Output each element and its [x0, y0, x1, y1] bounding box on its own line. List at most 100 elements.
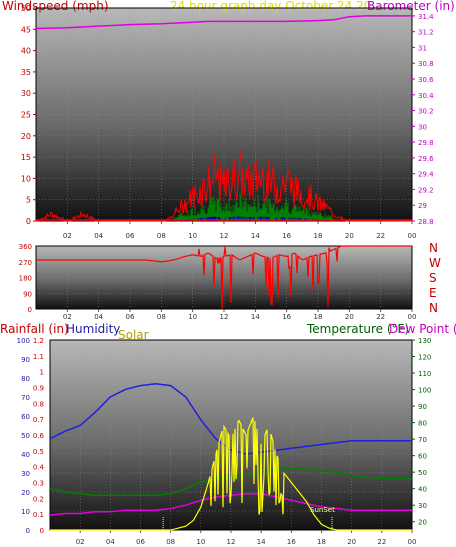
humidity-ytick-label: 20 — [21, 489, 30, 497]
temp-ytick-label: 70 — [418, 436, 427, 444]
rain-ytick-label: 0.7 — [33, 416, 44, 424]
sunset-label: SunSet — [310, 506, 335, 514]
rain-ytick-label: 0.8 — [33, 400, 44, 408]
dir-ytick-label: 360 — [19, 243, 32, 251]
humidity-ytick-label: 10 — [21, 508, 30, 516]
baro-ytick-label: 30.6 — [418, 76, 434, 84]
humidity-ytick-label: 0 — [26, 527, 30, 535]
dir-xtick-label: 18 — [314, 313, 323, 321]
bottom-xtick-label: 00 — [408, 538, 417, 546]
temp-ytick-label: 20 — [418, 519, 427, 527]
temp-ytick-label: 90 — [418, 403, 427, 411]
humidity-ytick-label: 80 — [21, 375, 30, 383]
bottom-xtick-label: 20 — [347, 538, 356, 546]
temp-ytick-label: 60 — [418, 453, 427, 461]
humidity-ytick-label: 40 — [21, 451, 30, 459]
rain-ytick-label: 0.9 — [33, 385, 44, 393]
bottom-xtick-label: 12 — [227, 538, 236, 546]
baro-ytick-label: 30.4 — [418, 92, 434, 100]
rain-ytick-label: 1.1 — [33, 353, 44, 361]
bottom-xtick-label: 10 — [196, 538, 205, 546]
temp-ytick-label: 40 — [418, 486, 427, 494]
rain-ytick-label: 1.2 — [33, 337, 44, 345]
barometer-title: Barometer (in) — [367, 0, 455, 13]
rain-ytick-label: 0 — [40, 527, 44, 535]
dir-xtick-label: 04 — [94, 313, 103, 321]
rain-ytick-label: 0.3 — [33, 480, 44, 488]
wind-panel-bg — [36, 8, 412, 221]
dir-ytick-label: 90 — [23, 290, 32, 298]
wind-ytick-label: 25 — [21, 111, 31, 120]
dir-xtick-label: 14 — [251, 313, 260, 321]
wind-xtick-label: 04 — [94, 232, 103, 240]
bottom-xtick-label: 18 — [317, 538, 326, 546]
rain-ytick-label: 0.6 — [33, 432, 45, 440]
baro-ytick-label: 30.8 — [418, 60, 434, 68]
temp-ytick-label: 120 — [418, 354, 431, 362]
wind-xtick-label: 02 — [63, 232, 72, 240]
baro-ytick-label: 31.4 — [418, 13, 434, 21]
dir-xtick-label: 16 — [282, 313, 291, 321]
wind-ytick-label: 35 — [21, 68, 31, 77]
baro-ytick-label: 29.2 — [418, 186, 434, 194]
wind-xtick-label: 16 — [282, 232, 291, 240]
dir-xtick-label: 08 — [157, 313, 166, 321]
rain-ytick-label: 0.4 — [33, 464, 45, 472]
dir-xtick-label: 06 — [126, 313, 135, 321]
rain-ytick-label: 0.2 — [33, 495, 44, 503]
baro-ytick-label: 29.4 — [418, 171, 434, 179]
wind-xtick-label: 22 — [376, 232, 385, 240]
wind-xtick-label: 20 — [345, 232, 354, 240]
direction-letter: E — [429, 286, 437, 300]
barometer-series — [35, 15, 412, 30]
humidity-ytick-label: 60 — [21, 413, 30, 421]
humidityseries — [49, 382, 412, 455]
humidity-ytick-label: 90 — [21, 356, 30, 364]
rain-ytick-label: 0.1 — [33, 511, 44, 519]
wind-xtick-label: 00 — [408, 232, 417, 240]
solar-series — [50, 417, 412, 531]
wind-ytick-label: 45 — [21, 25, 31, 34]
wind-title: Windspeed (mph) — [2, 0, 109, 13]
dir-xtick-label: 00 — [408, 313, 417, 321]
baro-ytick-label: 31.2 — [418, 29, 434, 37]
dewpoint-title: Dew Point ( — [389, 322, 456, 336]
direction-letter: S — [429, 271, 437, 285]
rain-ytick-label: 0.5 — [33, 448, 44, 456]
windspeed-series — [36, 150, 412, 222]
dir-ytick-label: 180 — [19, 275, 32, 283]
baro-ytick-label: 31 — [418, 44, 427, 52]
dir-xtick-label: 12 — [220, 313, 229, 321]
wind-ytick-label: 5 — [26, 196, 31, 205]
temp-ytick-label: 110 — [418, 370, 431, 378]
wind-ytick-label: 10 — [21, 174, 31, 183]
dir-xtick-label: 02 — [63, 313, 72, 321]
bottom-xtick-label: 16 — [287, 538, 296, 546]
direction-letter: N — [429, 301, 438, 315]
wind-ytick-label: 0 — [26, 217, 31, 226]
temp-ytick-label: 100 — [418, 387, 431, 395]
direction-series — [36, 245, 412, 309]
dir-xtick-label: 22 — [376, 313, 385, 321]
wind-ytick-label: 20 — [21, 132, 31, 141]
temp-ytick-label: 80 — [418, 420, 427, 428]
wind-ytick-label: 40 — [21, 47, 31, 56]
wind-xtick-label: 12 — [220, 232, 229, 240]
bottom-xtick-label: 22 — [377, 538, 386, 546]
temp-ytick-label: 30 — [418, 502, 427, 510]
wind-xtick-label: 14 — [251, 232, 260, 240]
humidity-title: Humidity — [66, 322, 120, 336]
baro-ytick-label: 28.8 — [418, 218, 434, 226]
temp-ytick-label: 130 — [418, 337, 431, 345]
dir-ytick-label: 270 — [19, 259, 32, 267]
bottom-xtick-label: 04 — [106, 538, 115, 546]
wind-ytick-label: 30 — [21, 89, 31, 98]
humidity-ytick-label: 50 — [21, 432, 30, 440]
baro-ytick-label: 30 — [418, 123, 427, 131]
temp-ytick-label: 50 — [418, 469, 427, 477]
solar-title: Solar — [118, 328, 149, 342]
wind-ytick-label: 15 — [21, 153, 31, 162]
humidity-ytick-label: 100 — [17, 337, 30, 345]
temperature-title: Temperature (°F) — [306, 322, 409, 336]
